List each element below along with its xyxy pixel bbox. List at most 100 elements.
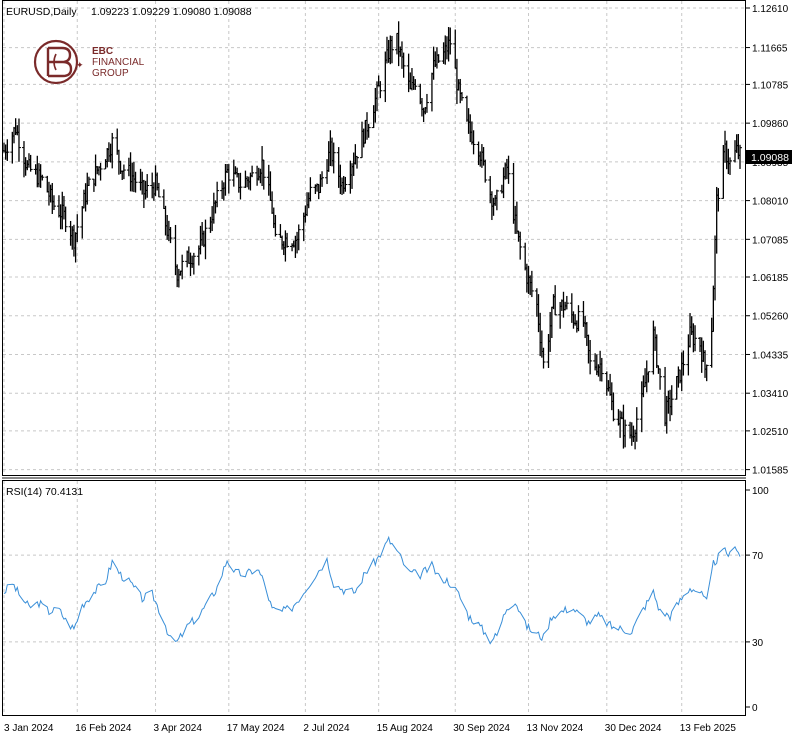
- ohlc-values: 1.09223 1.09229 1.09080 1.09088: [91, 6, 252, 18]
- ohlc-bar: [693, 325, 698, 352]
- time-tick-label: 30 Dec 2024: [605, 723, 662, 734]
- rsi-tick-label: 30: [752, 638, 764, 649]
- ohlc-bar: [366, 123, 371, 138]
- rsi-tick-label: 0: [752, 703, 758, 714]
- rsi-axis: 100 70 30 0: [745, 486, 769, 714]
- ebc-logo: ✦ EBC FINANCIAL GROUP: [33, 39, 145, 85]
- current-price-marker: 1.09088: [746, 150, 792, 164]
- logo-text-line3: GROUP: [92, 68, 129, 79]
- ohlc-bar: [459, 92, 464, 101]
- ohlc-bar: [261, 159, 266, 190]
- ohlc-bar: [296, 224, 301, 251]
- price-tick-label: 1.01585: [752, 466, 789, 477]
- ohlc-bar: [133, 171, 138, 193]
- ohlc-bar: [413, 79, 418, 90]
- price-panel-frame[interactable]: [2, 0, 746, 476]
- ohlc-bar: [623, 419, 628, 448]
- ohlc-bar: [541, 347, 546, 369]
- time-tick-label: 3 Jan 2024: [4, 723, 54, 734]
- ohlc-bar: [506, 155, 511, 184]
- ohlc-bar: [51, 195, 56, 211]
- logo-text-line1: EBC: [92, 46, 113, 57]
- ohlc-bar: [483, 159, 488, 183]
- ohlc-bar: [611, 392, 616, 422]
- time-tick-label: 3 Apr 2024: [154, 723, 203, 734]
- price-axis: 1.126101.116651.107851.098601.089351.080…: [745, 4, 789, 477]
- ohlc-bar: [529, 270, 534, 298]
- price-tick-label: 1.08010: [752, 197, 789, 208]
- ohlc-bar: [40, 174, 45, 181]
- rsi-panel-grid: [3, 481, 745, 715]
- ohlc-bar: [121, 164, 126, 180]
- ohlc-bar: [168, 227, 173, 244]
- ohlc-bar: [250, 165, 255, 178]
- ohlc-bar: [436, 54, 441, 63]
- price-tick-label: 1.05260: [752, 312, 789, 323]
- ohlc-bar: [658, 368, 663, 390]
- ohlc-bar: [331, 142, 336, 174]
- time-tick-label: 13 Nov 2024: [527, 723, 584, 734]
- price-tick-label: 1.04335: [752, 350, 789, 361]
- ohlc-bar: [738, 144, 742, 169]
- rsi-tick-label: 100: [752, 486, 769, 497]
- symbol-label: EURUSD,Daily: [6, 6, 77, 18]
- ohlc-bar: [86, 176, 91, 186]
- time-axis: 3 Jan 2024 16 Feb 2024 3 Apr 2024 17 May 20…: [4, 723, 736, 734]
- price-bars: [2, 21, 742, 450]
- ohlc-bar: [285, 232, 290, 248]
- price-panel-grid: [3, 1, 745, 475]
- ohlc-bar: [634, 407, 639, 442]
- ohlc-bar: [355, 155, 360, 169]
- ohlc-bar: [156, 182, 161, 198]
- ohlc-bar: [278, 224, 283, 238]
- ohlc-bar: [191, 252, 196, 275]
- ohlc-bar: [226, 164, 231, 194]
- svg-text:✦: ✦: [76, 60, 84, 70]
- time-tick-label: 17 May 2024: [227, 723, 285, 734]
- time-tick-label: 13 Feb 2025: [680, 723, 737, 734]
- ohlc-bar: [98, 162, 103, 181]
- ohlc-bar: [308, 177, 313, 202]
- ohlc-bar: [576, 305, 581, 332]
- ohlc-bar: [145, 174, 150, 198]
- ohlc-bar: [669, 385, 674, 416]
- ohlc-bar: [599, 357, 604, 382]
- rsi-tick-label: 70: [752, 551, 764, 562]
- price-tick-label: 1.07085: [752, 235, 789, 246]
- rsi-indicator-label: RSI(14) 70.4131: [6, 486, 83, 498]
- rsi-panel-frame[interactable]: [2, 480, 746, 716]
- ohlc-bar: [564, 295, 569, 310]
- ohlc-bar: [378, 81, 383, 99]
- ohlc-bar: [63, 206, 68, 232]
- ohlc-bar: [215, 181, 220, 208]
- ohlc-bar: [238, 172, 243, 200]
- ohlc-bar: [518, 231, 523, 260]
- ohlc-bar: [681, 350, 686, 376]
- ohlc-bar: [646, 371, 651, 383]
- ohlc-bar: [320, 171, 325, 187]
- ohlc-bar: [424, 93, 429, 113]
- time-tick-label: 15 Aug 2024: [377, 723, 434, 734]
- ohlc-bar: [203, 219, 208, 260]
- ohlc-bar: [401, 52, 406, 78]
- ohlc-bar: [553, 285, 558, 316]
- ohlc-bar: [588, 339, 593, 375]
- ohlc-bar: [75, 214, 80, 243]
- ohlc-bar: [448, 27, 453, 55]
- ohlc-bar: [16, 118, 21, 162]
- price-tick-label: 1.06185: [752, 273, 789, 284]
- price-tick-label: 1.11665: [752, 44, 788, 55]
- current-price-label: 1.09088: [751, 152, 789, 164]
- ohlc-bar: [180, 254, 185, 280]
- ohlc-bar: [494, 189, 499, 211]
- ohlc-bar: [471, 130, 476, 155]
- price-tick-label: 1.09860: [752, 119, 789, 130]
- ohlc-bar: [389, 35, 394, 64]
- price-tick-label: 1.10785: [752, 80, 789, 91]
- rsi-line: [3, 535, 741, 645]
- ohlc-bar: [728, 157, 733, 175]
- ohlc-bar: [704, 364, 709, 382]
- logo-text-line2: FINANCIAL: [92, 57, 145, 68]
- time-tick-label: 2 Jul 2024: [303, 723, 350, 734]
